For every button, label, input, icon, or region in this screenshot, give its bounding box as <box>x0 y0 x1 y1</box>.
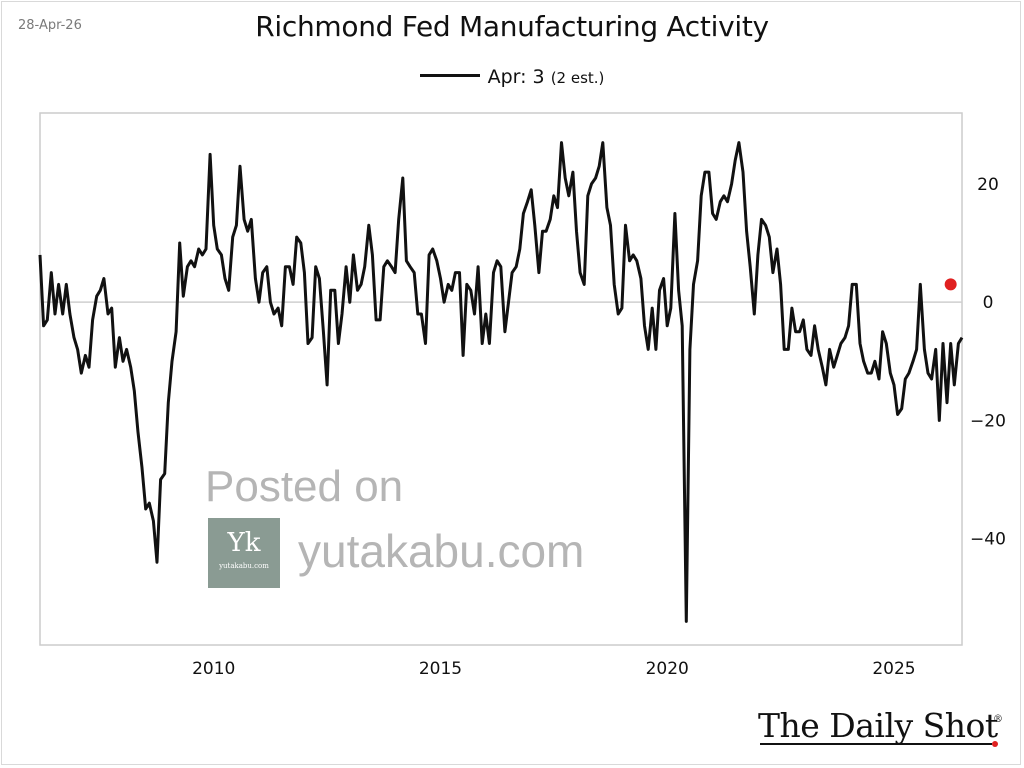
series-line <box>38 141 964 623</box>
legend: Apr: 3 (2 est.) <box>0 66 1024 88</box>
x-tick-label: 2015 <box>419 659 462 679</box>
y-tick-label: 20 <box>977 175 999 195</box>
publish-date: 28-Apr-26 <box>18 18 82 33</box>
legend-line-swatch <box>419 74 480 77</box>
legend-label: Apr: 3 <box>487 66 545 88</box>
watermark-logo-caption: yutakabu.com <box>219 562 269 570</box>
y-tick-label: −20 <box>970 411 1006 431</box>
brand-dot <box>992 741 998 747</box>
brand-name: The Daily Shot <box>758 706 998 745</box>
watermark-logo-monogram: Yk <box>227 528 261 558</box>
x-tick-label: 2020 <box>646 659 689 679</box>
chart-title: Richmond Fed Manufacturing Activity <box>255 10 769 43</box>
brand-underline <box>760 743 992 745</box>
y-axis: 20 0 −20 −40 <box>970 175 1006 550</box>
x-axis: 2010 2015 2020 2025 <box>192 659 916 679</box>
y-tick-label: 0 <box>983 293 994 313</box>
plot-area <box>39 112 963 646</box>
latest-value-marker <box>944 278 957 291</box>
watermark-posted-on: Posted on <box>205 462 404 511</box>
legend-note: (2 est.) <box>550 69 605 87</box>
x-tick-label: 2025 <box>872 659 915 679</box>
brand-registered-mark: ® <box>993 714 1003 725</box>
watermark-logo: Yk yutakabu.com <box>208 518 280 588</box>
y-tick-label: −40 <box>970 530 1006 550</box>
x-tick-label: 2010 <box>192 659 235 679</box>
watermark-site: yutakabu.com <box>298 525 585 577</box>
